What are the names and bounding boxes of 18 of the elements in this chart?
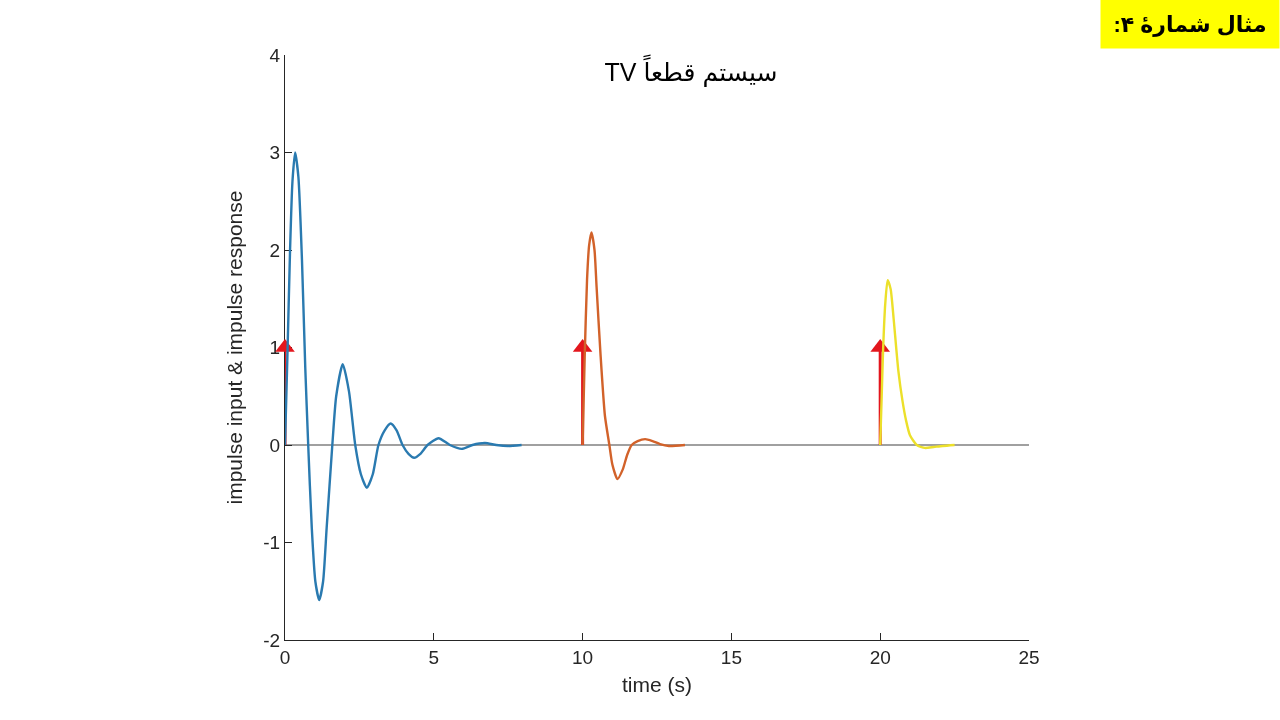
y-tick-label: 4 [269,44,281,66]
x-axis-title: time (s) [622,673,692,697]
x-tick-label: 20 [869,646,891,668]
line-series [285,151,523,602]
x-tick-label: 25 [1018,646,1040,668]
x-tick-label: 15 [720,646,742,668]
y-tick-label: 2 [269,239,281,261]
y-tick-label: 1 [269,337,281,359]
y-axis-title: impulse input & impulse response [223,190,247,505]
chart-title: سیستم قطعاً TV [604,54,778,88]
y-tick-label: -1 [263,532,281,554]
y-tick-label: 3 [269,142,281,164]
y-tick-label: -2 [263,629,281,651]
x-tick-label: 5 [428,646,440,668]
line-series [581,231,687,481]
y-tick-label: 0 [269,434,281,456]
text: مثال شمارهٔ ۴: [1113,11,1267,37]
x-tick-label: 10 [572,646,594,668]
